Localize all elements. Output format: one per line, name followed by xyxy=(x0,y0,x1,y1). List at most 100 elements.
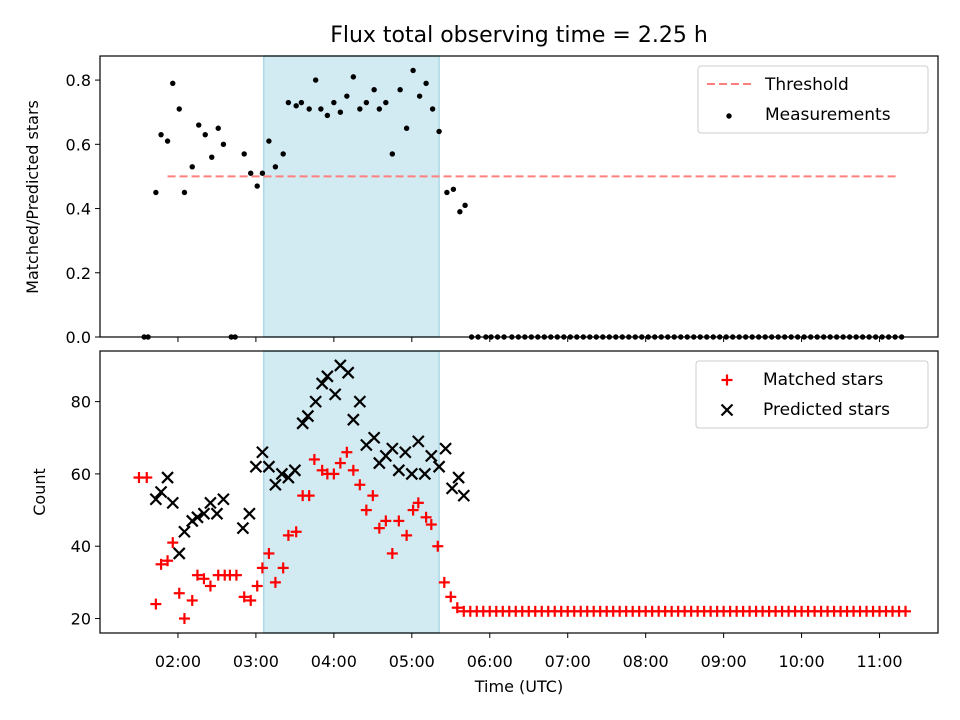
measurement-point xyxy=(331,99,337,106)
matched-star-point xyxy=(380,515,392,527)
measurement-point xyxy=(423,80,429,86)
matched-star-point xyxy=(341,446,353,458)
x-tick-label: 10:00 xyxy=(779,652,825,671)
top-y-tick-label: 0.0 xyxy=(66,328,91,347)
matched-star-point xyxy=(173,587,185,599)
measurement-point xyxy=(416,93,423,99)
matched-star-point xyxy=(269,576,281,588)
observing-window-shade-top xyxy=(262,55,440,338)
measurement-point xyxy=(272,164,279,170)
predicted-star-point xyxy=(315,377,329,390)
matched-star-point xyxy=(256,562,268,574)
predicted-star-point xyxy=(341,366,355,379)
top-legend: Threshold Measurements xyxy=(697,65,929,134)
measurement-point xyxy=(397,87,403,93)
observing-window-shade-bottom xyxy=(262,350,440,634)
matched-star-point xyxy=(303,490,315,502)
x-tick-label: 06:00 xyxy=(467,652,513,671)
top-axes-frame xyxy=(99,55,939,338)
predicted-star-point xyxy=(452,471,465,484)
measurement-point xyxy=(248,170,254,176)
top-y-tick-label: 0.4 xyxy=(66,200,91,219)
x-tick-label: 03:00 xyxy=(233,652,279,671)
x-tick-label: 08:00 xyxy=(623,652,669,671)
legend-matched-label: Matched stars xyxy=(763,370,883,390)
measurement-point xyxy=(357,106,363,112)
matched-star-point xyxy=(308,453,320,465)
predicted-star-point xyxy=(154,485,168,499)
predicted-star-points xyxy=(149,359,471,560)
x-tick-label: 07:00 xyxy=(545,652,591,671)
predicted-star-point xyxy=(256,445,269,459)
matched-star-point xyxy=(425,519,437,531)
matched-star-point xyxy=(263,547,275,559)
predicted-star-point xyxy=(386,442,399,455)
bottom-y-tick-label: 20 xyxy=(71,610,91,629)
predicted-star-point xyxy=(445,482,459,495)
legend-predicted-swatch xyxy=(720,403,734,417)
matched-star-points xyxy=(133,446,912,625)
measurement-point xyxy=(153,189,159,196)
matched-star-point xyxy=(407,504,419,516)
legend-matched-swatch xyxy=(721,374,733,386)
predicted-star-point xyxy=(204,496,217,510)
bottom-ticks: 02:00 03:00 04:00 05:00 06:00 07:00 08:00 09:00… xyxy=(71,393,903,671)
predicted-star-point xyxy=(328,388,342,401)
measurement-point xyxy=(403,125,410,131)
predicted-star-point xyxy=(217,492,230,506)
predicted-star-point xyxy=(191,511,204,524)
matched-star-point xyxy=(354,479,366,491)
matched-star-point xyxy=(251,580,263,592)
bottom-legend: Matched stars Predicted stars xyxy=(695,360,929,429)
measurement-point xyxy=(285,99,292,106)
bottom-y-tick-label: 40 xyxy=(71,537,91,556)
predicted-star-point xyxy=(432,460,446,473)
matched-star-point xyxy=(186,594,198,606)
matched-star-point xyxy=(420,511,432,523)
predicted-star-point xyxy=(347,413,360,426)
measurement-point xyxy=(259,170,266,176)
top-y-tick-label: 0.2 xyxy=(66,264,91,283)
bottom-y-tick-label: 60 xyxy=(71,465,91,484)
measurement-point xyxy=(371,87,377,93)
x-tick-label: 04:00 xyxy=(311,652,357,671)
predicted-star-point xyxy=(236,521,250,535)
predicted-star-point xyxy=(243,507,256,520)
legend-measurements-swatch xyxy=(726,113,732,119)
matched-star-point xyxy=(204,580,216,592)
measurement-point xyxy=(298,99,305,106)
measurement-point xyxy=(209,154,215,160)
legend-measurements-label: Measurements xyxy=(765,105,891,125)
x-tick-label: 11:00 xyxy=(856,652,902,671)
matched-star-point xyxy=(198,573,210,585)
measurement-point xyxy=(457,209,463,215)
matched-star-point xyxy=(412,497,424,509)
measurement-point xyxy=(176,106,182,112)
top-legend-box xyxy=(697,65,929,134)
measurement-point xyxy=(363,99,370,106)
matched-star-point xyxy=(438,576,450,588)
measurement-point xyxy=(306,106,312,112)
predicted-star-point xyxy=(418,467,432,481)
measurement-point xyxy=(164,138,171,144)
matched-star-point xyxy=(178,613,190,625)
matched-star-point xyxy=(277,562,289,574)
predicted-star-point xyxy=(301,409,315,423)
legend-predicted-marker xyxy=(720,403,734,417)
predicted-star-point xyxy=(161,471,174,484)
matched-star-point xyxy=(245,594,257,606)
predicted-star-point xyxy=(210,507,224,520)
x-tick-label: 05:00 xyxy=(389,652,435,671)
measurement-point xyxy=(202,131,208,138)
matched-star-point xyxy=(900,605,912,617)
measurement-point xyxy=(196,122,202,128)
measurement-point xyxy=(220,141,227,148)
predicted-star-point xyxy=(149,492,163,506)
matched-star-point xyxy=(162,555,174,567)
measurement-point xyxy=(324,112,331,119)
legend-predicted-label: Predicted stars xyxy=(763,400,890,420)
matched-star-point xyxy=(393,515,405,527)
measurement-point xyxy=(429,106,436,112)
x-tick-label: 09:00 xyxy=(701,652,747,671)
